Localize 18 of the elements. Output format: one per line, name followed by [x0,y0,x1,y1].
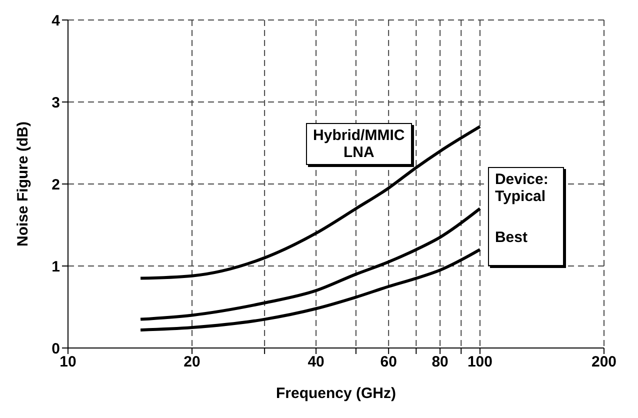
series-label: Typical [494,188,546,205]
y-tick-label: 4 [52,12,61,30]
y-tick-label: 3 [52,94,60,112]
series-label: Hybrid/MMIC LNA [313,127,405,162]
annotation: Device: [494,170,550,188]
x-tick-label: 80 [432,354,448,371]
x-axis-title: Frequency (GHz) [276,385,396,402]
x-tick-label: 20 [184,354,200,371]
x-tick-label: 60 [380,354,397,371]
series-label: Best [494,228,528,246]
y-tick-label: 0 [52,340,60,358]
y-tick-label: 1 [52,258,60,276]
x-tick-label: 100 [467,354,492,371]
x-tick-label: 10 [60,354,76,371]
x-tick-label: 40 [308,354,324,371]
x-tick-label: 200 [591,354,617,371]
y-tick-label: 2 [52,176,60,194]
y-axis-title: Noise Figure (dB) [14,121,32,247]
